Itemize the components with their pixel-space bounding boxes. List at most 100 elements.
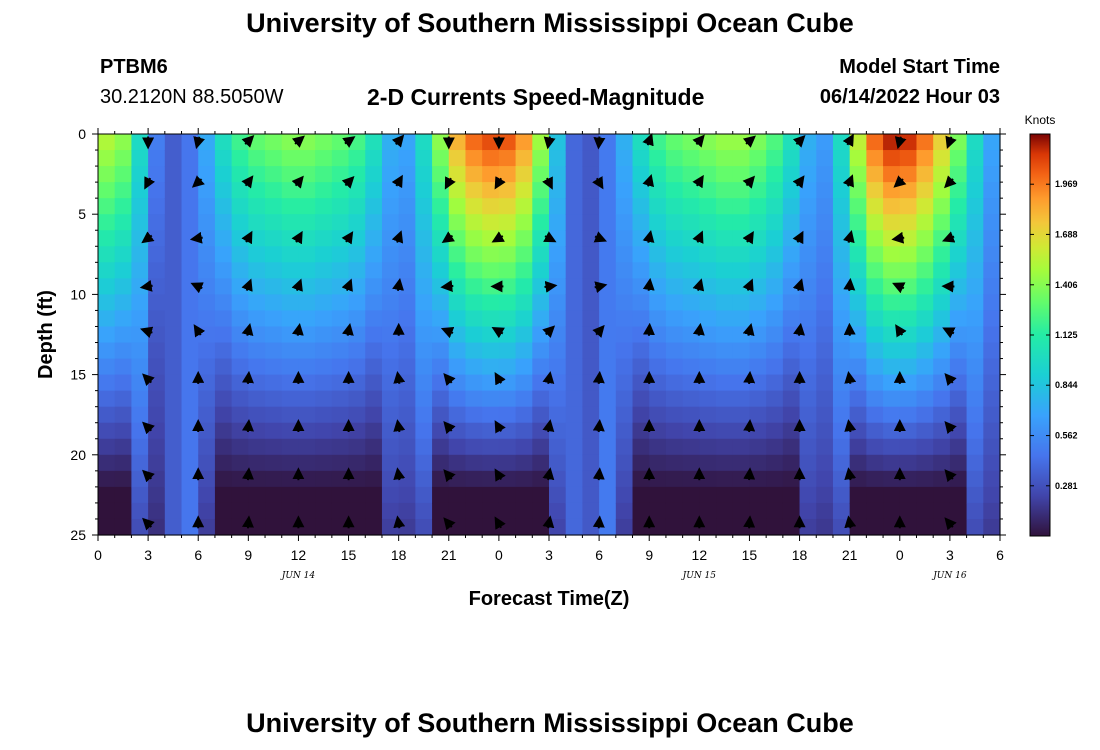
heatmap-cell <box>916 518 934 536</box>
heatmap-cell <box>899 342 918 360</box>
heatmap-cell <box>883 454 901 472</box>
heatmap-cell <box>164 182 183 199</box>
heatmap-cell <box>899 310 918 328</box>
heatmap-cell <box>398 246 416 263</box>
heatmap-cell <box>766 246 784 263</box>
heatmap-cell <box>916 182 934 199</box>
heatmap-cell <box>265 518 283 536</box>
heatmap-cell <box>716 454 734 472</box>
heatmap-cell <box>899 134 918 151</box>
heatmap-cell <box>866 230 884 247</box>
heatmap-cell <box>181 294 199 312</box>
plot-subtitle: 2-D Currents Speed-Magnitude <box>367 84 705 110</box>
heatmap-cell <box>799 230 817 247</box>
heatmap-cell <box>482 438 500 456</box>
heatmap-cell <box>615 214 634 231</box>
heatmap-cell <box>983 438 1001 456</box>
heatmap-cell <box>164 278 183 295</box>
colorbar-units: Knots <box>1025 113 1056 127</box>
heatmap-cell <box>899 262 918 279</box>
heatmap-cell <box>983 374 1001 392</box>
current-vector-arrow <box>189 231 203 244</box>
heatmap-cell <box>448 310 467 328</box>
heatmap-cell <box>549 134 567 151</box>
heatmap-cell <box>966 358 984 376</box>
heatmap-cell <box>131 198 149 215</box>
heatmap-cell <box>716 166 734 183</box>
heatmap-cell <box>298 246 316 263</box>
heatmap-cell <box>365 150 383 167</box>
heatmap-cell <box>348 326 366 344</box>
heatmap-cell <box>983 246 1001 263</box>
heatmap-cell <box>415 246 433 263</box>
x-tick-label: 21 <box>842 547 858 563</box>
heatmap-cell <box>148 406 166 424</box>
heatmap-cell <box>732 518 751 536</box>
heatmap-cell <box>949 230 968 247</box>
heatmap-cell <box>782 246 801 263</box>
x-tick-label: 0 <box>94 547 102 563</box>
heatmap-cell <box>549 342 567 360</box>
heatmap-cell <box>148 390 166 408</box>
heatmap-cell <box>365 406 383 424</box>
heatmap-cell <box>231 230 249 247</box>
current-vector-arrow <box>440 327 455 339</box>
heatmap-cell <box>365 230 383 247</box>
current-vector-arrow <box>291 175 304 189</box>
heatmap-cell <box>832 278 851 295</box>
heatmap-cell <box>983 230 1001 247</box>
heatmap-cell <box>448 246 467 263</box>
heatmap-cell <box>966 134 984 151</box>
heatmap-cell <box>482 406 500 424</box>
heatmap-cell <box>933 326 951 344</box>
heatmap-cell <box>281 326 300 344</box>
current-vector-arrow <box>393 467 406 481</box>
current-vector-arrow <box>142 373 155 387</box>
current-vector-arrow <box>592 370 605 384</box>
heatmap-cell <box>766 518 784 536</box>
heatmap-cell <box>248 406 266 424</box>
heatmap-cell <box>716 518 734 536</box>
current-vector-arrow <box>440 280 454 292</box>
colorbar-tick-label: 0.844 <box>1055 380 1078 390</box>
x-tick-label: 6 <box>996 547 1004 563</box>
heatmap-cell <box>515 246 533 263</box>
heatmap-cell <box>782 326 801 344</box>
heatmap-cell <box>632 182 650 199</box>
heatmap-cell <box>966 230 984 247</box>
heatmap-cell <box>966 326 984 344</box>
heatmap-cell <box>298 294 316 312</box>
heatmap-cell <box>398 262 416 279</box>
heatmap-cell <box>665 230 684 247</box>
heatmap-cell <box>181 246 199 263</box>
heatmap-cell <box>398 134 416 151</box>
heatmap-cell <box>816 454 834 472</box>
heatmap-cell <box>933 342 951 360</box>
current-vector-arrow <box>393 419 406 433</box>
heatmap-cell <box>966 406 984 424</box>
heatmap-cell <box>665 310 684 328</box>
heatmap-cell <box>933 166 951 183</box>
heatmap-cell <box>515 358 533 376</box>
heatmap-cell <box>866 502 884 520</box>
current-vector-arrow <box>494 420 506 434</box>
heatmap-cell <box>265 454 283 472</box>
heatmap-cell <box>131 390 149 408</box>
heatmap-cell <box>482 454 500 472</box>
heatmap-cell <box>432 262 450 279</box>
heatmap-cell <box>599 406 617 424</box>
heatmap-cell <box>148 182 166 199</box>
heatmap-cell <box>231 454 249 472</box>
heatmap-cell <box>599 454 617 472</box>
heatmap-cell <box>732 278 751 295</box>
heatmap-cell <box>498 230 517 247</box>
heatmap-cell <box>498 294 517 312</box>
heatmap-cell <box>799 294 817 312</box>
heatmap-cell <box>916 150 934 167</box>
heatmap-cell <box>832 246 851 263</box>
heatmap-cell <box>582 246 600 263</box>
current-vector-arrow <box>291 322 304 336</box>
heatmap-cell <box>716 486 734 504</box>
heatmap-cell <box>398 166 416 183</box>
heatmap-cell <box>983 518 1001 536</box>
